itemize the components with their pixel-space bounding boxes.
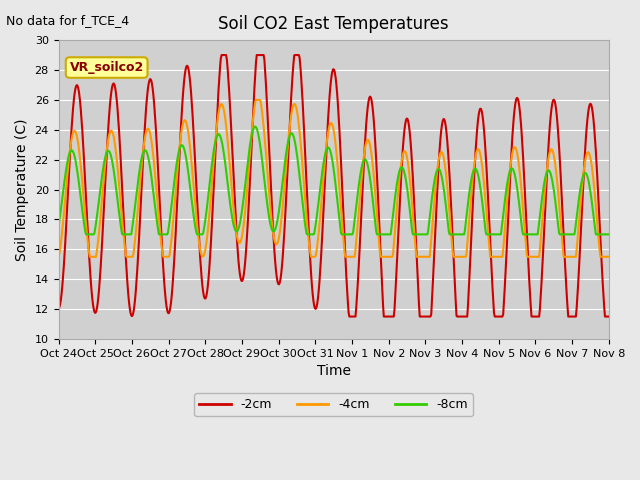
-4cm (121, 247, 129, 252)
-8cm (402, 178, 410, 183)
-4cm (65, 161, 72, 167)
-4cm (417, 254, 425, 260)
-2cm (54, 305, 62, 311)
Text: No data for f_TCE_4: No data for f_TCE_4 (6, 14, 129, 27)
-8cm (207, 170, 214, 176)
Line: -2cm: -2cm (58, 55, 609, 316)
-2cm (177, 123, 185, 129)
X-axis label: Time: Time (317, 364, 351, 378)
-2cm (402, 117, 410, 123)
-8cm (65, 154, 72, 160)
-4cm (605, 254, 612, 260)
-2cm (65, 180, 72, 185)
-8cm (252, 124, 259, 130)
-8cm (54, 223, 62, 229)
Line: -4cm: -4cm (58, 100, 609, 257)
-2cm (218, 52, 225, 58)
Line: -8cm: -8cm (58, 127, 609, 234)
Text: VR_soilco2: VR_soilco2 (70, 61, 144, 74)
-8cm (605, 231, 612, 237)
Legend: -2cm, -4cm, -8cm: -2cm, -4cm, -8cm (195, 394, 473, 416)
-4cm (54, 254, 62, 260)
-8cm (122, 231, 130, 237)
Y-axis label: Soil Temperature (C): Soil Temperature (C) (15, 118, 29, 261)
-2cm (605, 313, 612, 319)
-8cm (418, 231, 426, 237)
-8cm (83, 231, 90, 237)
-2cm (346, 313, 353, 319)
-2cm (121, 242, 129, 248)
-2cm (418, 313, 426, 319)
Title: Soil CO2 East Temperatures: Soil CO2 East Temperatures (218, 15, 449, 33)
-8cm (178, 142, 186, 148)
-4cm (177, 132, 185, 137)
-4cm (401, 149, 409, 155)
-4cm (252, 97, 260, 103)
-4cm (206, 203, 214, 209)
-2cm (206, 254, 214, 260)
